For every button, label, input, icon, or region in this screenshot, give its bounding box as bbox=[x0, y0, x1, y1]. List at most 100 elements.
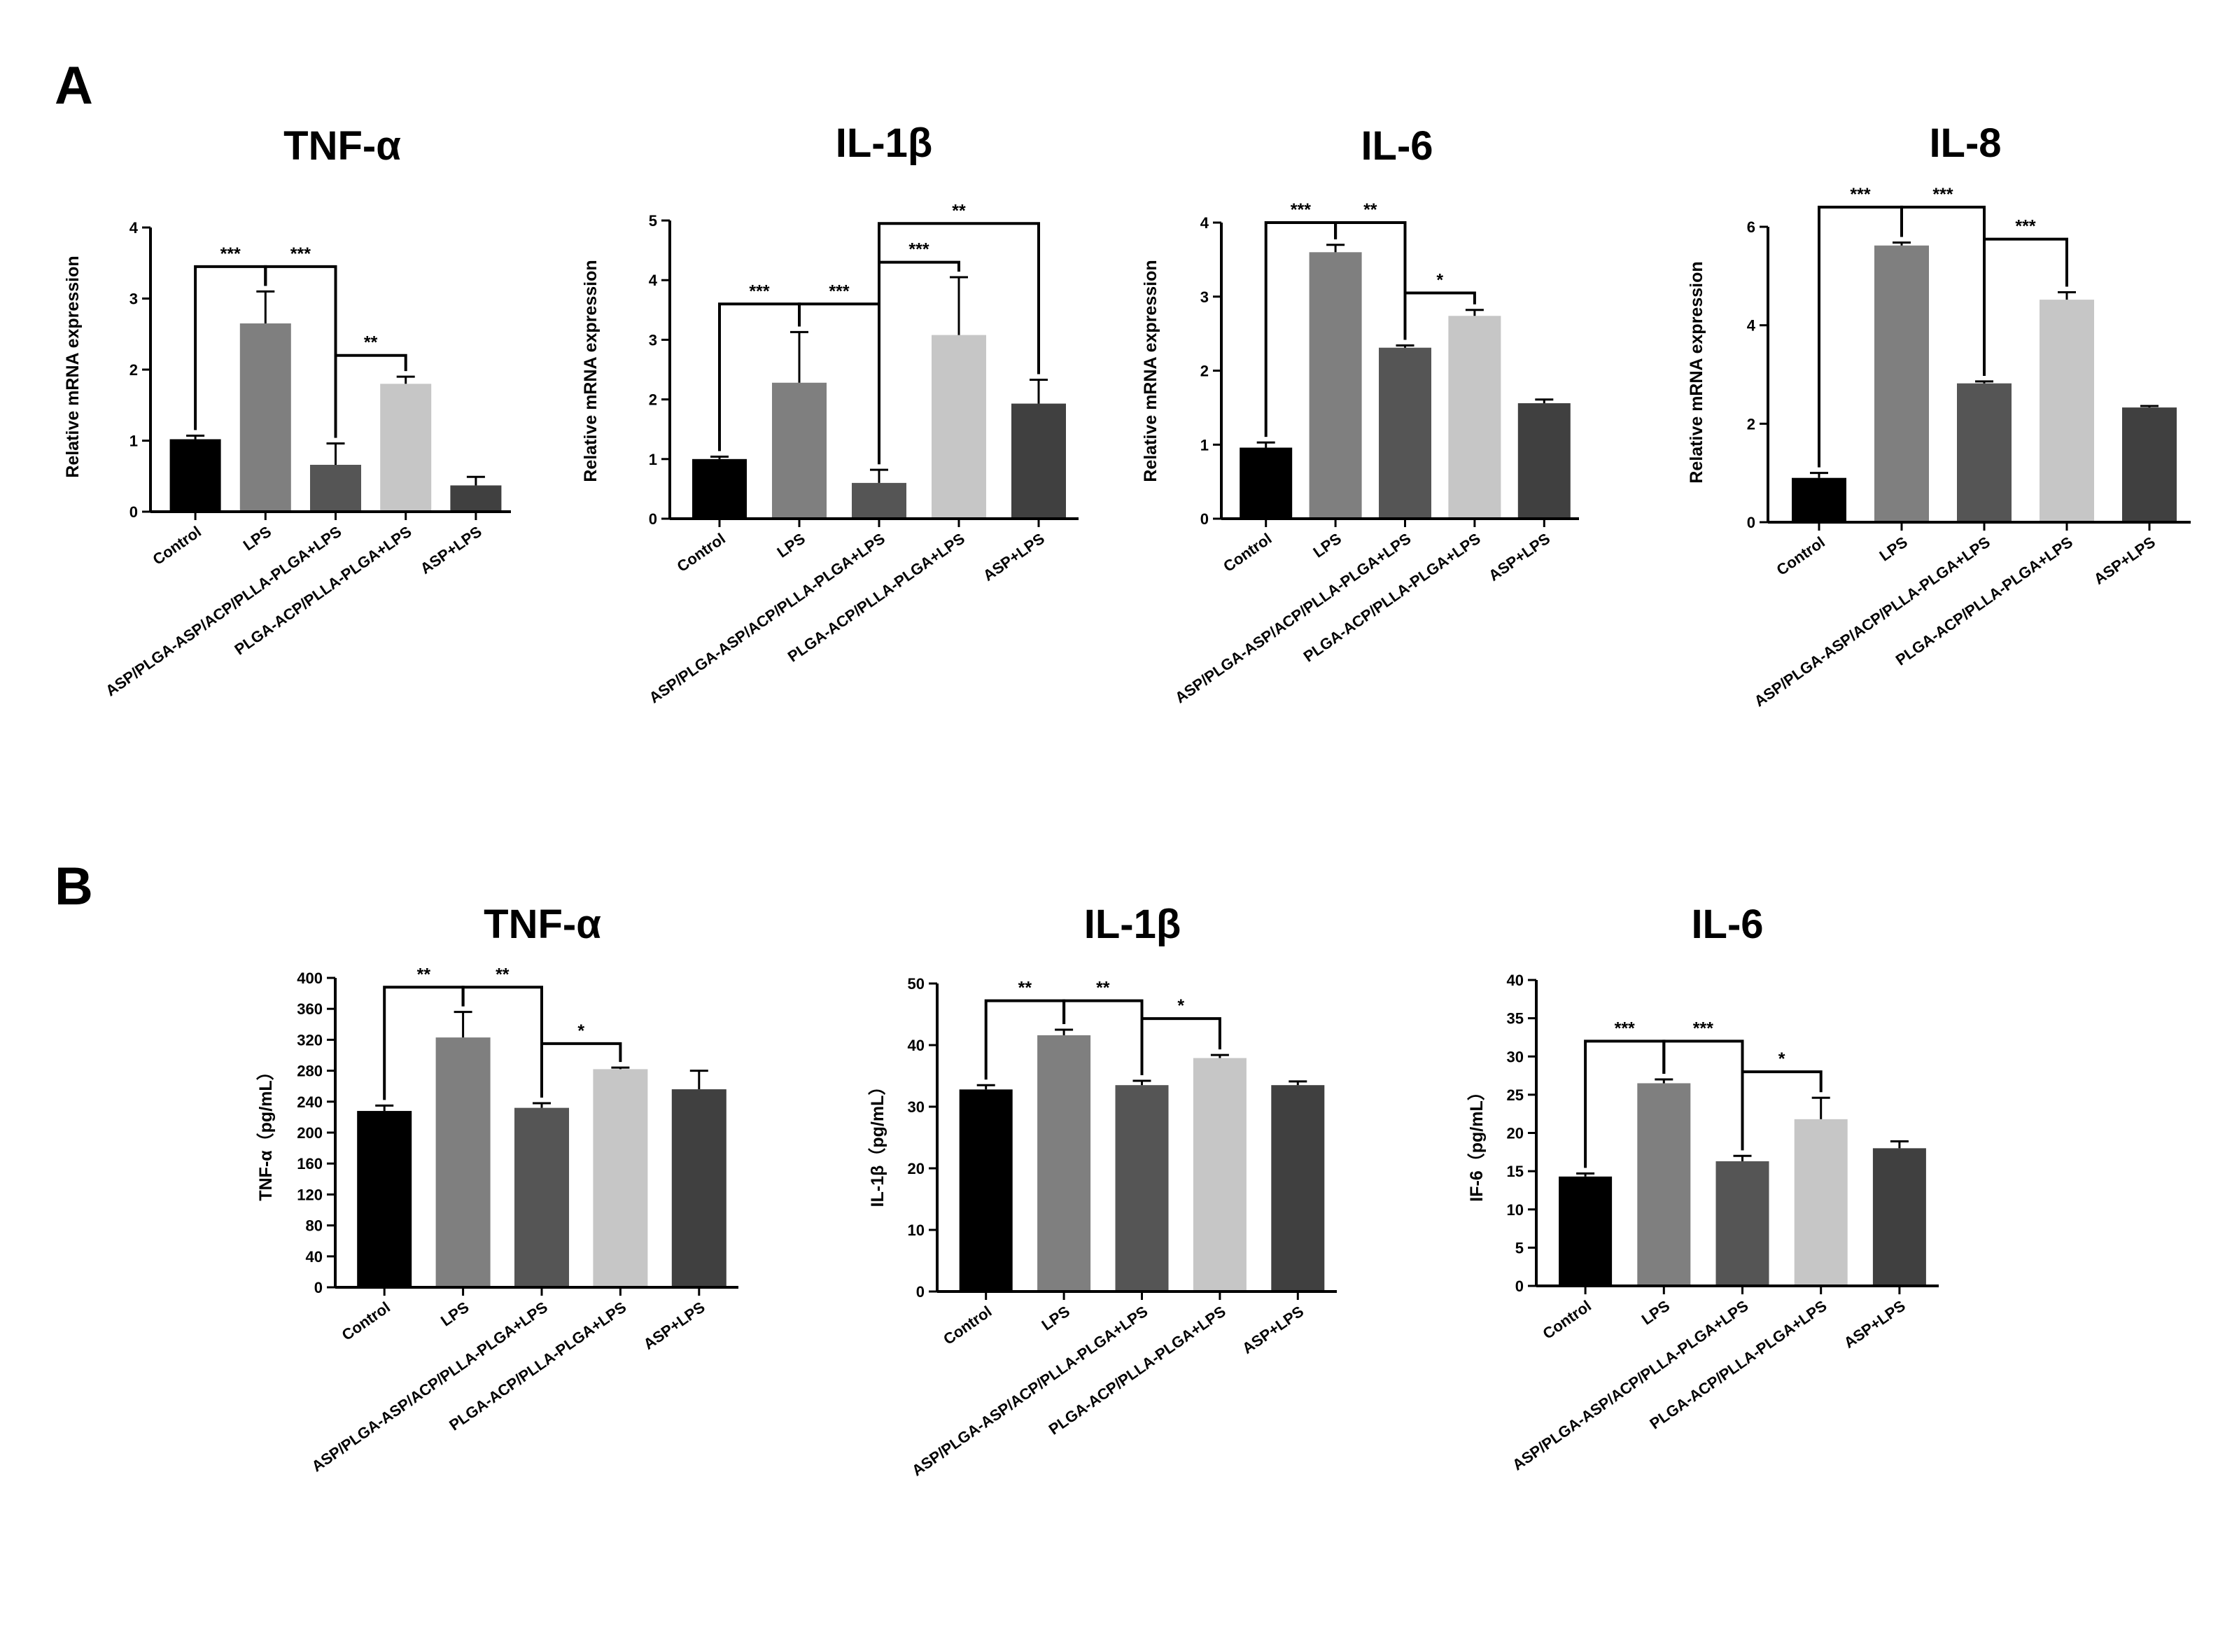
y-tick-label-1: 5 bbox=[1515, 1239, 1524, 1256]
y-tick-label-2: 4 bbox=[1747, 317, 1756, 335]
bar-0 bbox=[1240, 447, 1293, 519]
chart-title: TNF-α bbox=[283, 123, 401, 169]
bar-0 bbox=[692, 458, 747, 519]
bar-0 bbox=[169, 439, 221, 512]
significance-label-2: * bbox=[1778, 1049, 1785, 1069]
significance-label-2: * bbox=[1436, 270, 1443, 290]
significance-label-1: ** bbox=[1363, 200, 1377, 220]
bar-1 bbox=[1037, 1035, 1091, 1292]
bar-4 bbox=[1271, 1085, 1325, 1292]
y-tick-label-0: 0 bbox=[129, 503, 138, 521]
category-label-0: Control bbox=[1540, 1297, 1594, 1343]
y-tick-label-5: 5 bbox=[649, 212, 657, 230]
significance-label-3: ** bbox=[952, 201, 966, 220]
y-tick-label-3: 3 bbox=[129, 290, 138, 308]
bar-4 bbox=[671, 1089, 727, 1287]
bar-3 bbox=[593, 1069, 648, 1287]
significance-label-2: *** bbox=[2015, 217, 2035, 237]
bar-3 bbox=[1448, 316, 1501, 519]
y-tick-label-1: 10 bbox=[908, 1222, 925, 1239]
y-tick-label-3: 30 bbox=[908, 1098, 925, 1116]
y-tick-label-8: 320 bbox=[297, 1031, 323, 1049]
significance-label-0: *** bbox=[749, 281, 769, 301]
category-label-1: LPS bbox=[1876, 533, 1910, 565]
category-label-4: ASP+LPS bbox=[640, 1298, 708, 1353]
y-tick-label-5: 25 bbox=[1507, 1086, 1524, 1104]
category-label-0: Control bbox=[150, 523, 204, 568]
significance-bracket-2 bbox=[1741, 1070, 1823, 1151]
panel-label-b: B bbox=[55, 857, 93, 916]
category-label-0: Control bbox=[940, 1303, 995, 1348]
y-tick-label-1: 1 bbox=[129, 433, 138, 450]
significance-bracket-1 bbox=[1334, 221, 1407, 340]
y-tick-label-2: 20 bbox=[908, 1160, 925, 1177]
chart-b-il-6: IL-6 IF-6（pg/mL） 0 5 10 15 20 25 30 35 40 Control… bbox=[1466, 902, 1939, 1474]
y-tick-label-2: 80 bbox=[306, 1217, 323, 1235]
y-axis-label: Relative mRNA expression bbox=[1687, 261, 1706, 483]
y-axis-label: IL-1β（pg/mL） bbox=[867, 1078, 887, 1208]
significance-label-0: ** bbox=[417, 965, 431, 984]
category-label-4: ASP+LPS bbox=[980, 530, 1048, 584]
y-axis-label: Relative mRNA expression bbox=[63, 255, 83, 477]
bar-4 bbox=[2122, 407, 2177, 522]
chart-title: IL-8 bbox=[1929, 120, 2001, 166]
significance-bracket-1 bbox=[264, 265, 337, 438]
bar-0 bbox=[357, 1111, 412, 1287]
y-tick-label-2: 10 bbox=[1507, 1201, 1524, 1219]
significance-bracket-3 bbox=[878, 222, 1040, 465]
category-label-0: Control bbox=[673, 530, 728, 575]
bar-3 bbox=[1193, 1058, 1247, 1292]
significance-label-2: * bbox=[1177, 996, 1184, 1016]
y-tick-label-0: 0 bbox=[1515, 1278, 1524, 1295]
bar-1 bbox=[435, 1037, 491, 1287]
category-label-1: LPS bbox=[437, 1298, 472, 1330]
bar-2 bbox=[1957, 383, 2012, 522]
y-tick-label-0: 0 bbox=[1200, 510, 1209, 528]
bar-2 bbox=[1115, 1085, 1169, 1292]
significance-label-0: *** bbox=[1615, 1018, 1635, 1038]
significance-label-0: *** bbox=[1291, 200, 1311, 220]
category-label-4: ASP+LPS bbox=[1841, 1297, 1909, 1352]
chart-a-il-8: IL-8 Relative mRNA expression 0 2 4 6 Contro… bbox=[1687, 120, 2191, 710]
chart-a-il-6: IL-6 Relative mRNA expression 0 1 2 3 4 Contr… bbox=[1141, 123, 1579, 707]
significance-bracket-2 bbox=[540, 1042, 622, 1098]
bar-3 bbox=[1794, 1119, 1848, 1286]
y-tick-label-4: 4 bbox=[649, 272, 658, 289]
y-tick-label-4: 20 bbox=[1507, 1125, 1524, 1142]
y-tick-label-3: 3 bbox=[649, 331, 657, 349]
y-axis-label: TNF-α（pg/mL） bbox=[255, 1063, 276, 1200]
y-axis-label: Relative mRNA expression bbox=[581, 260, 601, 482]
bar-4 bbox=[450, 485, 502, 512]
category-label-4: ASP+LPS bbox=[1485, 530, 1553, 584]
category-label-1: LPS bbox=[240, 523, 274, 554]
y-tick-label-3: 6 bbox=[1747, 218, 1755, 236]
chart-a-tnf-alpha: TNF-α Relative mRNA expression 0 1 2 3 4 Cont… bbox=[63, 123, 511, 700]
bar-2 bbox=[514, 1107, 569, 1287]
y-tick-label-3: 15 bbox=[1507, 1163, 1524, 1180]
y-tick-label-2: 2 bbox=[129, 361, 138, 379]
significance-bracket-2 bbox=[1140, 1017, 1221, 1076]
y-tick-label-1: 1 bbox=[649, 451, 657, 468]
y-tick-label-4: 160 bbox=[297, 1155, 323, 1172]
y-tick-label-10: 400 bbox=[297, 969, 323, 987]
chart-title: IL-1β bbox=[836, 120, 933, 166]
category-label-1: LPS bbox=[773, 530, 808, 561]
bar-3 bbox=[2040, 300, 2094, 522]
significance-label-2: * bbox=[577, 1021, 584, 1041]
y-tick-label-6: 240 bbox=[297, 1093, 323, 1111]
chart-title: IL-1β bbox=[1084, 902, 1181, 947]
significance-label-0: ** bbox=[1018, 979, 1032, 998]
category-label-1: LPS bbox=[1039, 1303, 1073, 1334]
y-tick-label-1: 1 bbox=[1200, 436, 1209, 454]
significance-label-1: *** bbox=[290, 244, 311, 264]
bar-4 bbox=[1011, 403, 1066, 519]
y-tick-label-5: 50 bbox=[908, 975, 925, 993]
bar-0 bbox=[1559, 1176, 1613, 1286]
bar-4 bbox=[1517, 403, 1571, 519]
category-label-0: Control bbox=[339, 1298, 393, 1344]
significance-label-0: *** bbox=[220, 244, 241, 264]
bar-1 bbox=[1874, 245, 1929, 522]
y-tick-label-1: 40 bbox=[306, 1248, 323, 1266]
chart-b-il-1-beta: IL-1β IL-1β（pg/mL） 0 10 20 30 40 50 Control LPS… bbox=[867, 902, 1337, 1480]
bar-2 bbox=[1379, 347, 1431, 519]
